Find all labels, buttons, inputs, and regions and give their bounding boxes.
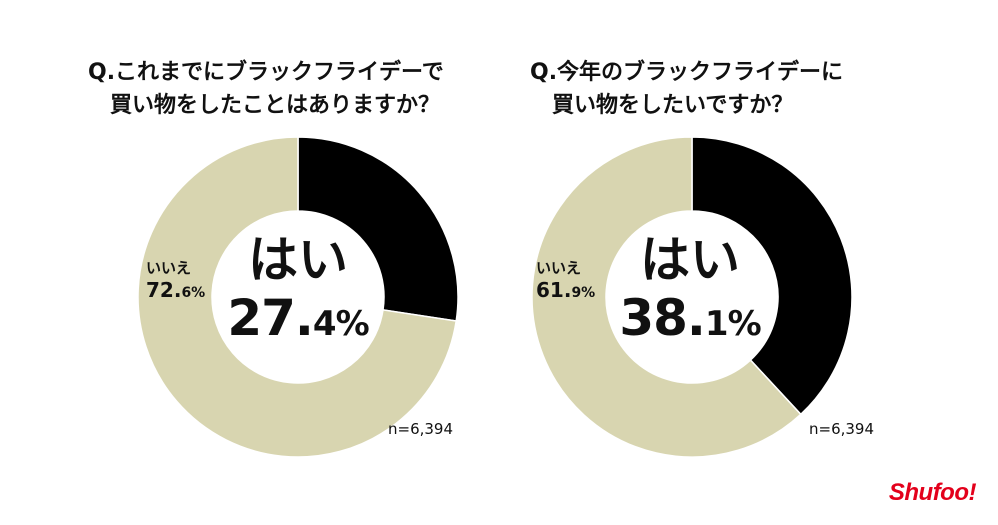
- chart-1-slice-yes: [297, 136, 459, 322]
- chart-1-yes-label: はい: [248, 231, 348, 289]
- chart-2-side-label: いいえ 61.9%: [536, 258, 595, 305]
- chart-panel-1: Q.これまでにブラックフライデーで 買い物をしたことはありますか？ はい 27.…: [88, 56, 459, 458]
- donut-chart-2: [531, 136, 853, 458]
- chart-2-slice-no: [531, 136, 802, 458]
- chart-1-title-line-2: 買い物をしたことはありますか？: [110, 93, 441, 118]
- chart-2-yes-label: はい: [640, 231, 740, 289]
- chart-1-no-value: 72.6%: [146, 278, 206, 302]
- donut-chart-1: [137, 136, 459, 458]
- chart-2-title: Q.今年のブラックフライデーに 買い物をしたいですか？: [530, 56, 843, 122]
- chart-2-no-value: 61.9%: [536, 278, 596, 302]
- chart-2-title-line-2: 買い物をしたいですか？: [552, 93, 794, 118]
- chart-panel-2: Q.今年のブラックフライデーに 買い物をしたいですか？ はい 38.1% いいえ…: [499, 0, 998, 525]
- chart-2-yes-value: 38.1%: [619, 289, 761, 347]
- shufoo-logo: Shufoo!: [888, 479, 977, 506]
- chart-1-side-label: いいえ 72.6%: [146, 258, 205, 305]
- chart-2-slice-yes: [691, 136, 853, 416]
- chart-1-title: Q.これまでにブラックフライデーで 買い物をしたことはありますか？: [88, 56, 444, 122]
- chart-2-title-line-1: Q.今年のブラックフライデーに: [530, 60, 844, 85]
- chart-2-no-label: いいえ: [536, 259, 582, 277]
- chart-2-center-label: はい 38.1%: [610, 232, 770, 354]
- chart-1-slice-no: [137, 136, 458, 458]
- chart-2-sample-size: n=6,394: [809, 420, 875, 438]
- chart-1-no-label: いいえ: [146, 259, 192, 277]
- chart-1-center-label: はい 27.4%: [218, 232, 378, 354]
- chart-1-title-line-1: Q.これまでにブラックフライデーで: [88, 60, 444, 85]
- chart-1-yes-value: 27.4%: [227, 289, 369, 347]
- chart-1-sample-size: n=6,394: [388, 420, 454, 438]
